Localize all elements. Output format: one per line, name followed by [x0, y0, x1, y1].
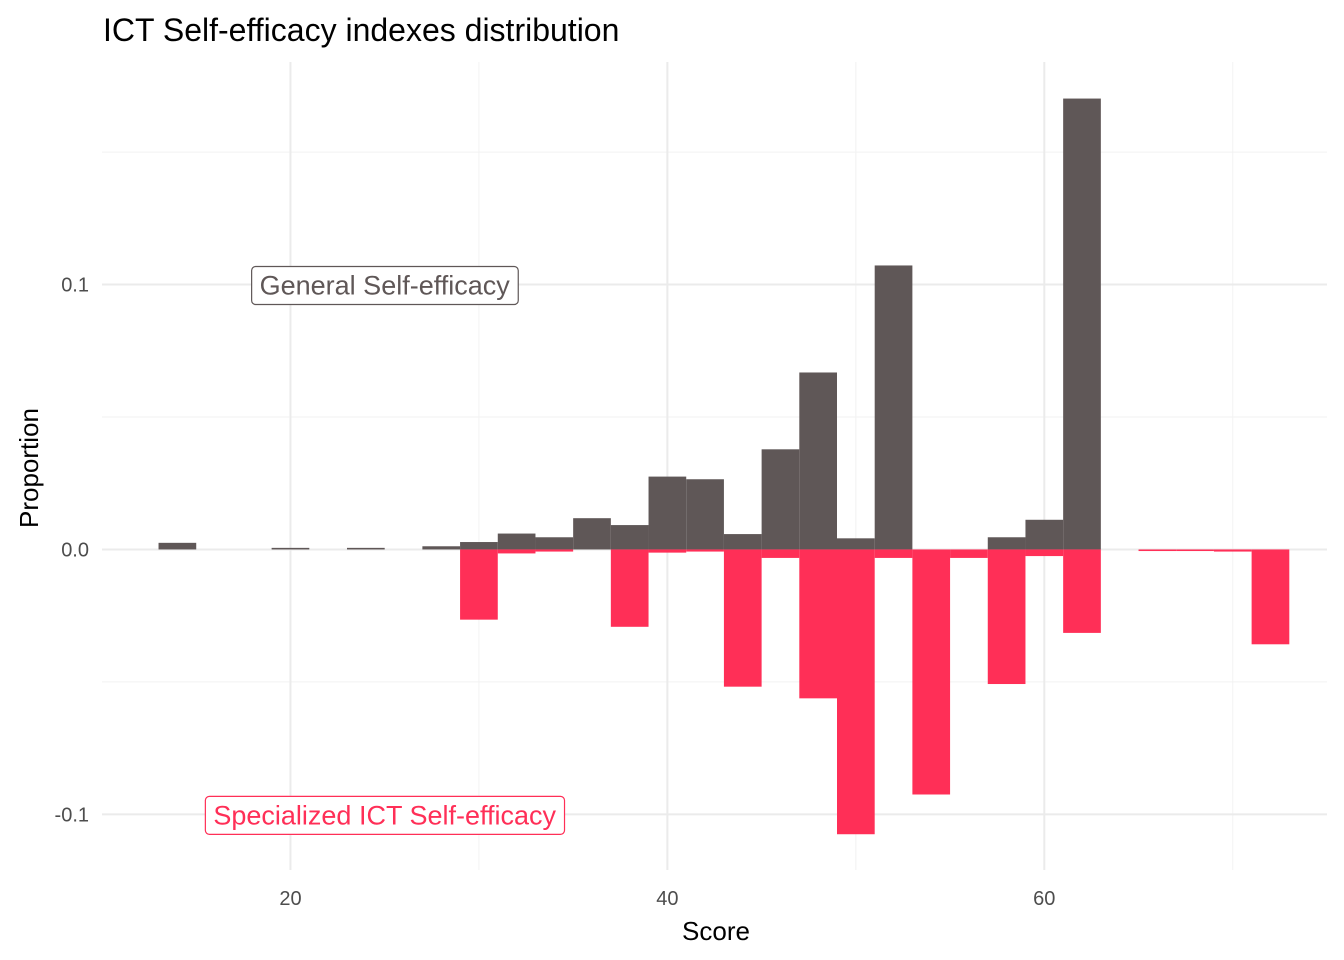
- bar-specialized: [610, 549, 649, 627]
- bar-general: [987, 537, 1026, 550]
- y-tick-label: 0.0: [61, 539, 89, 561]
- bar-specialized: [1251, 549, 1290, 645]
- bar-specialized: [950, 549, 988, 558]
- bar-general: [1025, 519, 1064, 550]
- bar-specialized: [723, 549, 762, 687]
- x-axis-title: Score: [682, 916, 750, 946]
- annotation-specialized: Specialized ICT Self-efficacy: [204, 795, 566, 835]
- annotation-box: [204, 795, 566, 835]
- bar-general: [158, 542, 197, 550]
- bar-specialized: [686, 549, 724, 552]
- bar-specialized: [648, 549, 687, 553]
- bar-general: [648, 476, 687, 550]
- x-tick-label: 40: [656, 888, 678, 910]
- bars: [158, 98, 1290, 835]
- bar-specialized: [460, 549, 498, 620]
- bar-specialized: [761, 549, 800, 558]
- bar-general: [723, 534, 762, 550]
- y-axis-ticks: -0.1 0.0 0.1: [55, 275, 89, 827]
- bar-general: [761, 449, 800, 550]
- bar-specialized: [497, 549, 536, 554]
- annotation-general: General Self-efficacy: [251, 265, 519, 306]
- bar-specialized: [1213, 549, 1252, 552]
- bar-specialized: [1063, 549, 1101, 633]
- bar-general: [837, 538, 875, 550]
- bar-general: [535, 537, 574, 550]
- annotation-box: [251, 265, 519, 306]
- bar-specialized: [837, 549, 875, 835]
- grid: [102, 62, 1327, 870]
- annotation-label: Specialized ICT Self-efficacy: [213, 800, 556, 830]
- x-tick-label: 20: [279, 888, 301, 910]
- chart-title: ICT Self-efficacy indexes distribution: [103, 12, 619, 48]
- bar-general: [271, 547, 310, 550]
- bar-specialized: [1176, 549, 1214, 552]
- bar-general: [799, 372, 837, 550]
- bar-general: [874, 265, 913, 550]
- bar-specialized: [799, 549, 837, 699]
- bar-general: [347, 547, 385, 550]
- bar-general: [573, 518, 611, 550]
- bar-specialized: [1025, 549, 1064, 557]
- bar-specialized: [535, 549, 574, 552]
- bar-general: [460, 542, 498, 550]
- y-tick-label: 0.1: [61, 275, 89, 297]
- annotation-label: General Self-efficacy: [260, 271, 511, 301]
- y-tick-label: -0.1: [55, 804, 89, 826]
- bar-general: [1063, 98, 1101, 550]
- annotations: General Self-efficacy Specialized ICT Sel…: [204, 265, 566, 835]
- bar-specialized: [874, 549, 913, 558]
- bar-general: [422, 546, 461, 550]
- bar-general: [686, 479, 724, 550]
- x-tick-label: 60: [1033, 888, 1055, 910]
- bar-specialized: [1138, 549, 1177, 552]
- y-axis-title: Proportion: [14, 408, 44, 528]
- bar-general: [497, 533, 536, 550]
- x-axis-ticks: 20 40 60: [279, 888, 1055, 910]
- bar-specialized: [987, 549, 1026, 685]
- bar-general: [610, 525, 649, 550]
- bar-specialized: [912, 549, 951, 795]
